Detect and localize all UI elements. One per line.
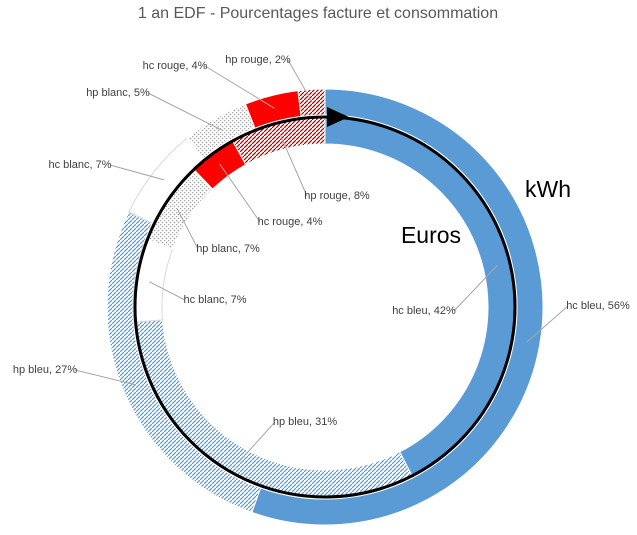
- leader-line: [526, 305, 569, 343]
- leader-line: [147, 92, 222, 131]
- arrowhead: [327, 107, 349, 127]
- leader-line: [204, 65, 275, 109]
- leader-line: [149, 281, 186, 301]
- leader-line: [279, 134, 308, 197]
- leader-line: [287, 59, 313, 103]
- data-label: hp blanc, 5%: [86, 87, 150, 99]
- leader-line: [176, 208, 199, 250]
- data-label: hp blanc, 7%: [196, 243, 260, 255]
- leader-line: [453, 264, 498, 312]
- data-label: hp rouge, 8%: [304, 190, 370, 202]
- data-label: hc bleu, 56%: [566, 300, 630, 312]
- data-label: hc rouge, 4%: [258, 216, 323, 228]
- data-label: hc rouge, 4%: [143, 60, 208, 72]
- ring-segment: [324, 114, 518, 479]
- chart-title: 1 an EDF - Pourcentages facture et conso…: [138, 5, 498, 22]
- data-label: hp bleu, 31%: [273, 416, 337, 428]
- leader-line: [238, 421, 276, 463]
- legend-label: Euros: [401, 222, 461, 248]
- leader-line: [109, 164, 165, 181]
- data-label: hc blanc, 7%: [49, 159, 112, 171]
- leader-line: [74, 369, 136, 386]
- data-label: hc bleu, 42%: [392, 305, 456, 317]
- data-label: hp bleu, 27%: [13, 364, 77, 376]
- ring-segment: [133, 319, 414, 500]
- ring-segment: [297, 88, 326, 118]
- data-label: hc blanc, 7%: [184, 294, 247, 306]
- ring-segment: [230, 114, 326, 166]
- legend-label: kWh: [525, 176, 571, 202]
- data-label: hp rouge, 2%: [225, 54, 291, 66]
- arrow-circle: [133, 115, 517, 499]
- leader-line: [219, 163, 261, 223]
